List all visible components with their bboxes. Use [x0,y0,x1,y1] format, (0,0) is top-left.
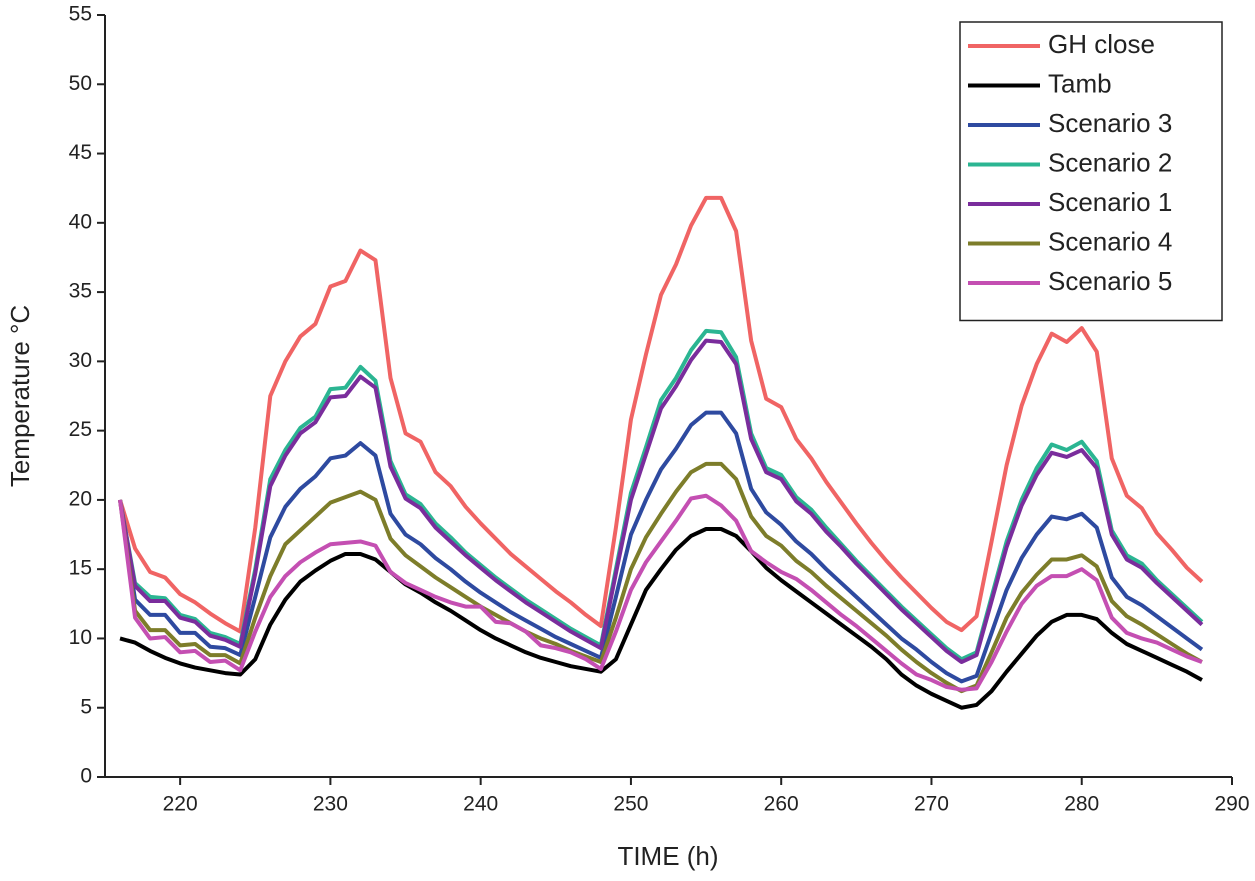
x-tick-label: 240 [463,793,498,816]
y-tick-label: 20 [69,487,92,510]
x-tick-label: 290 [1214,793,1249,816]
x-axis-title: TIME (h) [617,841,718,871]
y-tick-label: 10 [69,626,92,649]
legend: GH close Tamb Scenario 3 Scenario 2 Scenario… [959,21,1223,322]
y-tick-label: 40 [69,210,92,233]
y-axis-title: Temperature °C [5,305,35,487]
y-tick-label: 35 [69,280,92,303]
y-tick-label: 45 [69,141,92,164]
y-tick-label: 0 [80,765,92,788]
series-line [118,195,1204,634]
legend-box [959,21,1223,322]
legend-text: Scenario 3 [1048,108,1172,138]
legend-text: Scenario 1 [1048,187,1172,217]
x-tick-label: 270 [914,793,949,816]
series-line [118,328,1204,662]
y-tick-label: 25 [69,418,92,441]
y-tick-label: 5 [80,695,92,718]
x-tick-label: 220 [163,793,198,816]
series-line [119,527,1203,710]
y-tick-label: 55 [69,3,92,26]
legend-text: Scenario 5 [1048,266,1172,296]
series-line [118,338,1204,665]
series-line [118,410,1204,684]
legend-text: Scenario 4 [1048,226,1172,256]
series-line [118,493,1203,692]
y-tick-label: 50 [69,72,92,95]
legend-text: Scenario 2 [1048,147,1172,177]
x-tick-label: 250 [613,793,648,816]
legend-text: GH close [1048,29,1155,59]
y-tick-label: 15 [69,557,92,580]
x-tick-label: 260 [764,793,799,816]
y-tick-label: 30 [69,349,92,372]
x-tick-label: 280 [1064,793,1099,816]
legend-text: Tamb [1048,68,1112,98]
x-tick-label: 230 [313,793,348,816]
series-line [118,461,1203,694]
